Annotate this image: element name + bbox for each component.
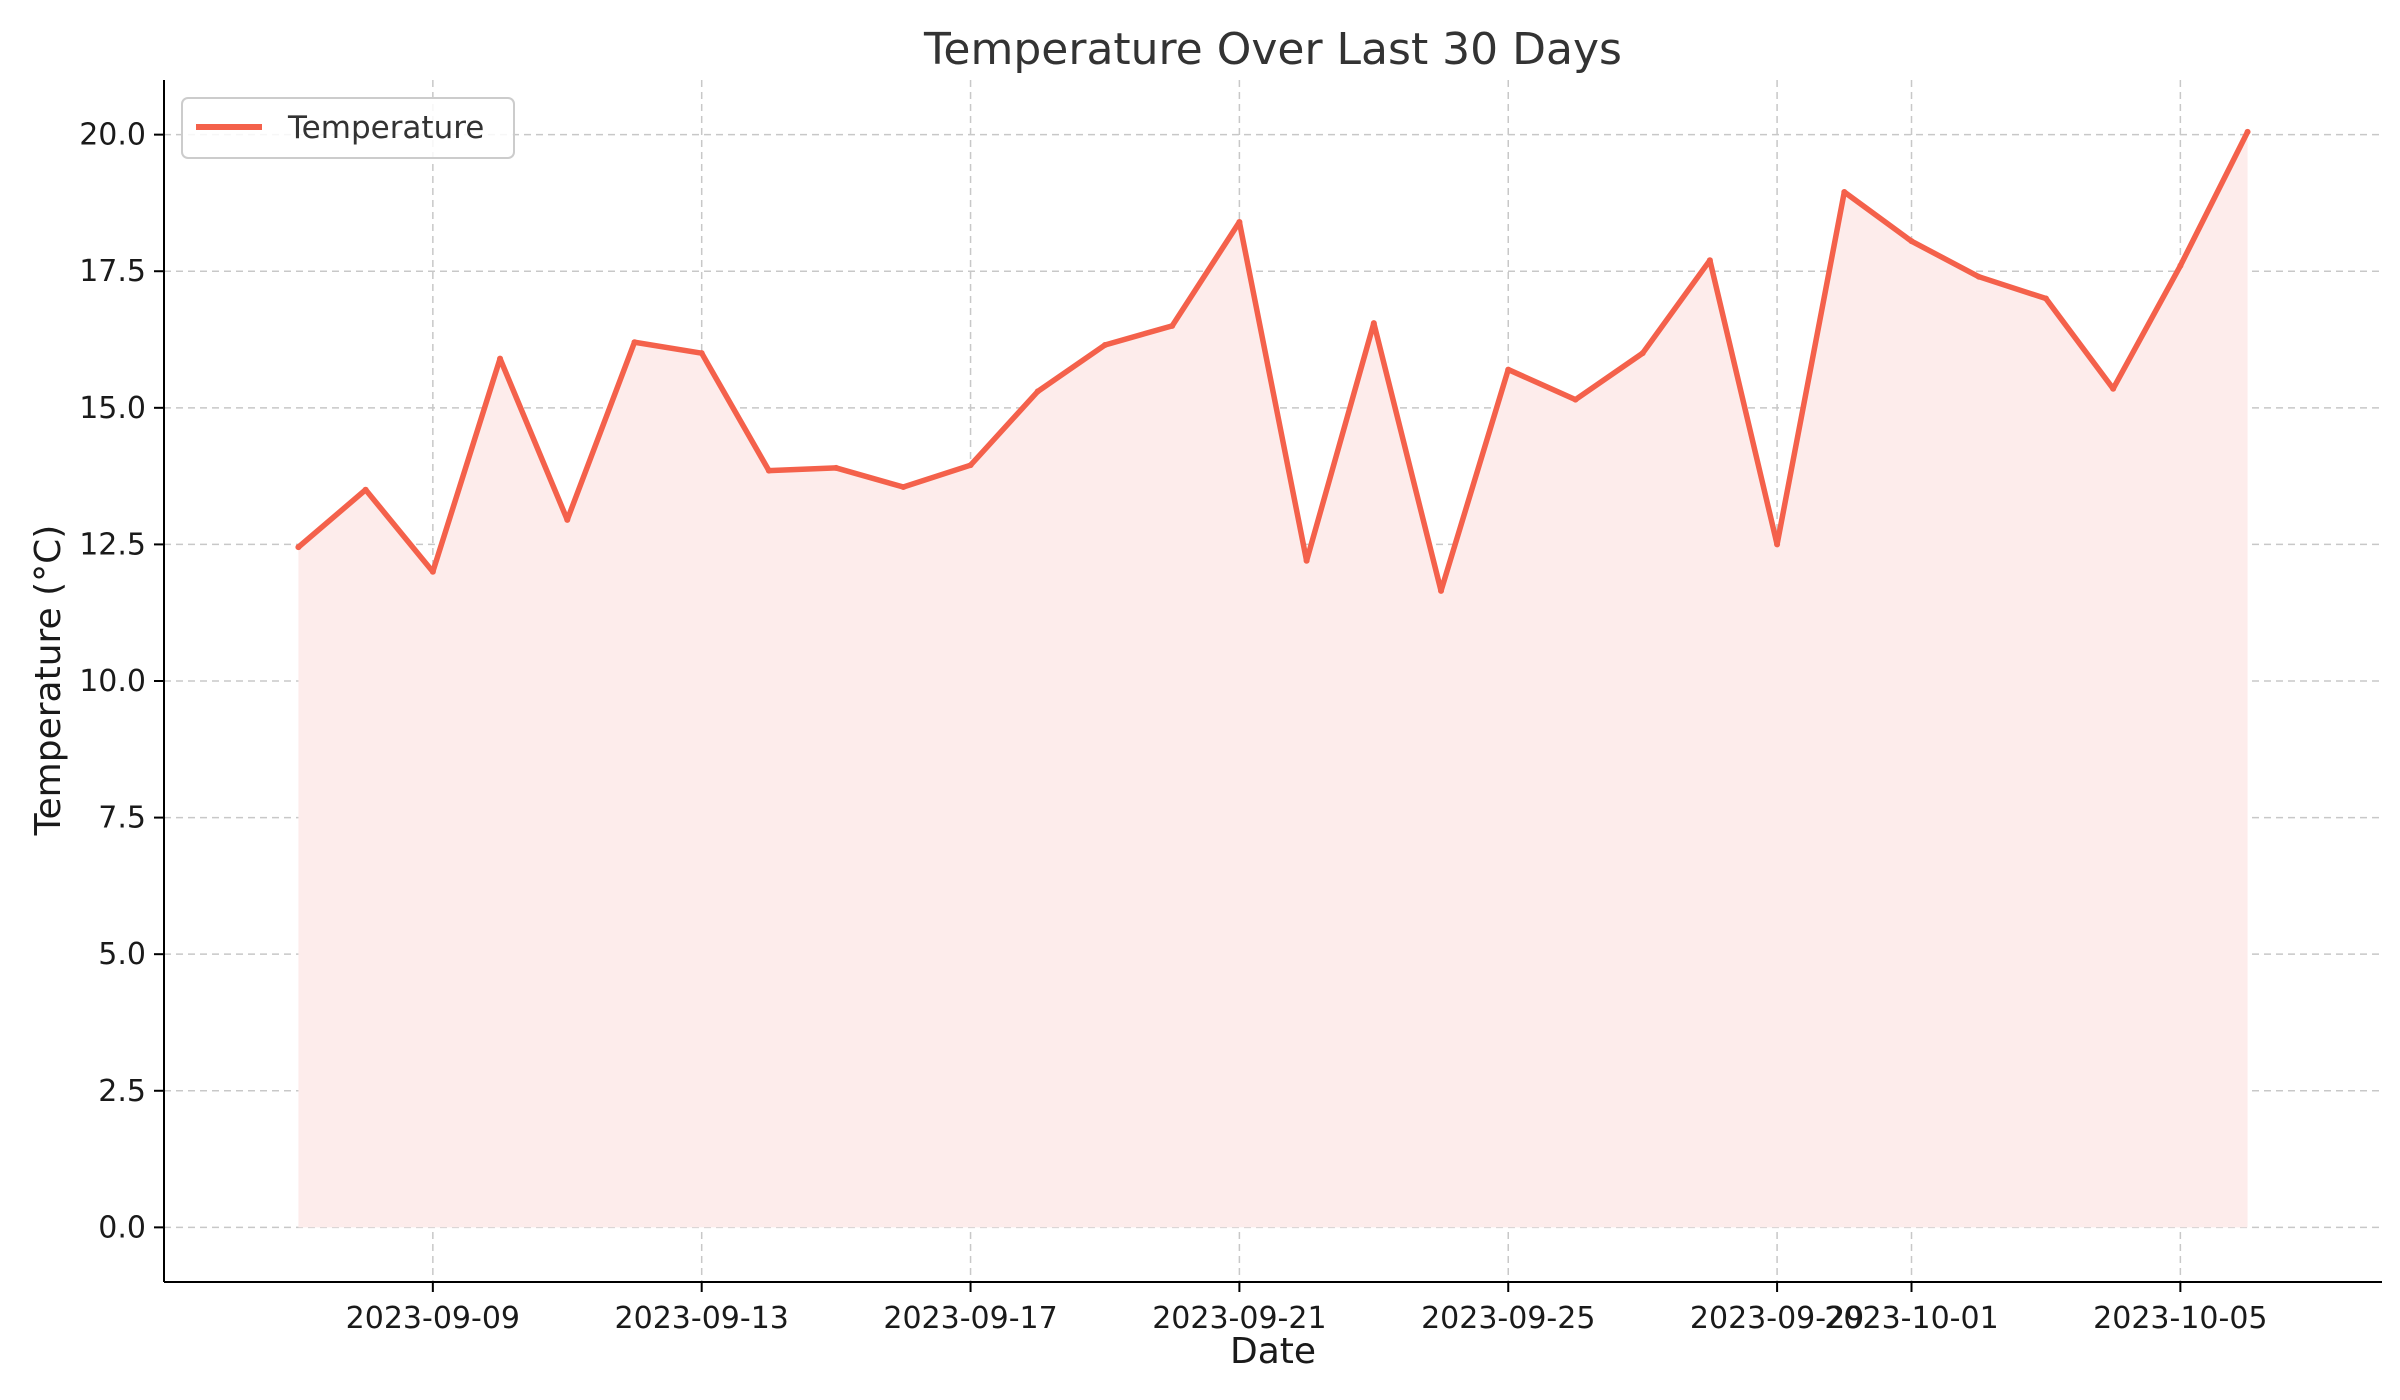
x-tick-label: 2023-09-25 (1421, 1301, 1595, 1336)
x-tick-label: 2023-10-01 (1824, 1301, 1998, 1336)
x-tick-label: 2023-09-13 (615, 1301, 789, 1336)
data-point (1303, 557, 1310, 564)
y-tick-label: 12.5 (79, 527, 146, 562)
data-point (429, 568, 436, 575)
x-tick-label: 2023-09-09 (346, 1301, 520, 1336)
data-point (1169, 322, 1176, 329)
data-point (1438, 587, 1445, 594)
data-point (631, 339, 638, 346)
data-point (1706, 257, 1713, 264)
data-point (698, 350, 705, 357)
data-point (1572, 396, 1579, 403)
y-tick-label: 20.0 (79, 118, 146, 153)
chart-title: Temperature Over Last 30 Days (923, 24, 1622, 75)
data-point (1505, 366, 1512, 373)
x-tick-label: 2023-09-29 (1690, 1301, 1864, 1336)
data-point (1034, 388, 1041, 395)
y-tick-label: 17.5 (79, 254, 146, 289)
x-axis-label: Date (1230, 1331, 1316, 1372)
data-point (765, 467, 772, 474)
data-point (2042, 295, 2049, 302)
y-tick-label: 0.0 (98, 1210, 146, 1245)
y-axis-ticks: 0.0 2.5 5.0 7.5 10.0 12.5 15.0 17.5 20.0 (79, 118, 164, 1245)
series-area-0 (298, 131, 2248, 1228)
data-point (1774, 541, 1781, 548)
legend: Temperature (181, 97, 515, 159)
data-point (2110, 385, 2117, 392)
data-point (295, 544, 302, 551)
data-point (1236, 219, 1243, 226)
x-tick-label: 2023-10-05 (2093, 1301, 2267, 1336)
y-tick-label: 10.0 (79, 664, 146, 699)
data-point (900, 484, 907, 491)
data-points (295, 128, 2251, 594)
y-axis-label: Temperature (°C) (28, 525, 69, 837)
data-point (362, 486, 369, 493)
data-point (833, 464, 840, 471)
plot-area-fill (298, 131, 2248, 1228)
data-point (1639, 350, 1646, 357)
data-point (564, 516, 571, 523)
data-point (1841, 189, 1848, 196)
data-point (967, 462, 974, 469)
data-point (497, 355, 504, 362)
data-point (1370, 320, 1377, 327)
y-tick-label: 2.5 (98, 1074, 146, 1109)
x-axis-ticks: 2023-09-09 2023-09-13 2023-09-17 2023-09-21… (346, 1282, 2268, 1336)
data-point (1975, 273, 1982, 280)
data-point (2177, 262, 2184, 269)
x-tick-label: 2023-09-17 (883, 1301, 1057, 1336)
data-point (1101, 341, 1108, 348)
y-tick-label: 7.5 (98, 801, 146, 836)
series-line-0 (295, 129, 2251, 594)
legend-label-temperature: Temperature (287, 110, 484, 146)
legend-box (181, 97, 515, 159)
y-tick-label: 15.0 (79, 391, 146, 426)
data-point (2244, 128, 2251, 135)
plot-lines (295, 129, 2251, 594)
x-tick-label: 2023-09-21 (1152, 1301, 1326, 1336)
data-point (1908, 238, 1915, 245)
y-tick-label: 5.0 (98, 937, 146, 972)
